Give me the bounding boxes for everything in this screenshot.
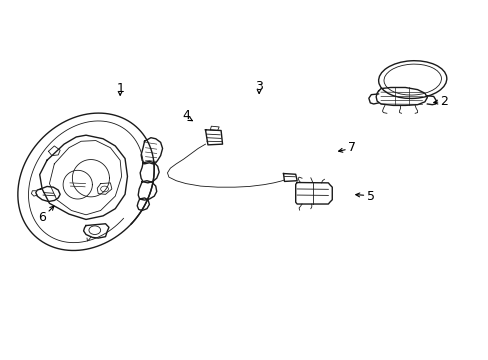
Text: 4: 4 xyxy=(182,109,189,122)
Text: 6: 6 xyxy=(38,211,46,224)
Text: 3: 3 xyxy=(255,80,263,93)
Text: 2: 2 xyxy=(440,95,447,108)
Text: 5: 5 xyxy=(366,190,374,203)
Text: 1: 1 xyxy=(116,82,124,95)
Text: 7: 7 xyxy=(347,141,355,154)
